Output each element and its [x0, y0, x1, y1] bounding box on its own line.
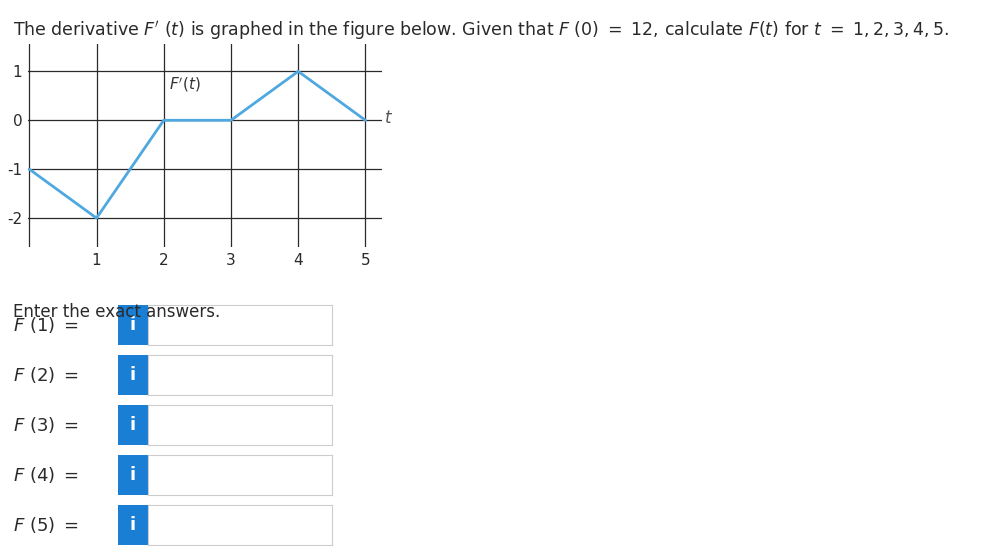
Text: i: i	[130, 516, 136, 534]
Text: $F$ $(2)$ $=$: $F$ $(2)$ $=$	[13, 365, 79, 385]
Text: i: i	[130, 316, 136, 334]
Text: The derivative $F'$ $(t)$ is graphed in the figure below. Given that $F$ $(0)$ $: The derivative $F'$ $(t)$ is graphed in …	[13, 19, 949, 42]
Text: i: i	[130, 416, 136, 434]
Text: $F$ $(4)$ $=$: $F$ $(4)$ $=$	[13, 465, 79, 485]
Text: $F$ $(3)$ $=$: $F$ $(3)$ $=$	[13, 415, 79, 435]
Text: $F$ $(5)$ $=$: $F$ $(5)$ $=$	[13, 515, 79, 535]
Text: i: i	[130, 466, 136, 484]
Text: $F$ $(1)$ $=$: $F$ $(1)$ $=$	[13, 315, 79, 335]
Text: Enter the exact answers.: Enter the exact answers.	[13, 303, 221, 321]
Text: $t$: $t$	[384, 110, 393, 127]
Text: $F'(t)$: $F'(t)$	[169, 76, 201, 95]
Text: i: i	[130, 366, 136, 384]
